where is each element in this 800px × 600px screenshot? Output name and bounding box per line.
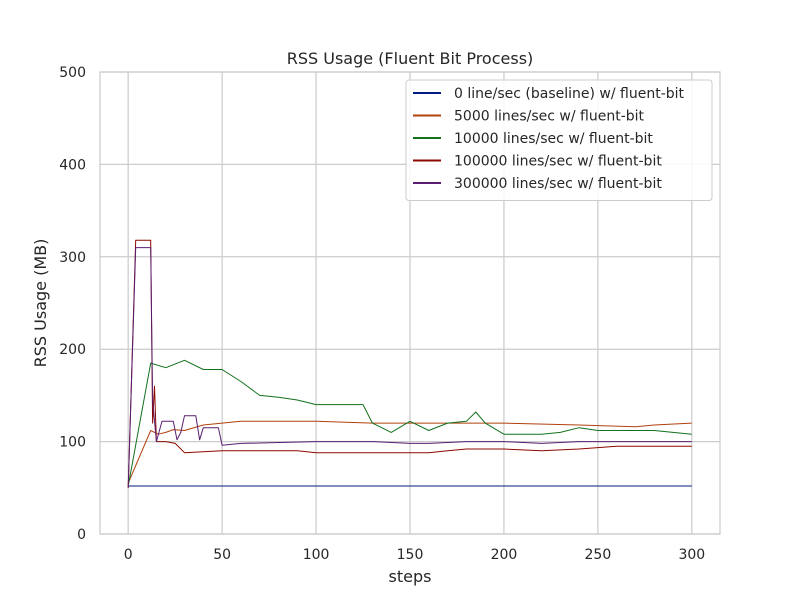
legend-entry: 0 line/sec (baseline) w/ fluent-bit xyxy=(454,86,685,102)
series-line-100000-lines-sec-w-fluent-bit xyxy=(127,239,692,488)
x-tick-label: 150 xyxy=(397,547,424,563)
legend-entry: 300000 lines/sec w/ fluent-bit xyxy=(454,176,662,192)
y-tick-label: 500 xyxy=(59,65,86,81)
chart-title: RSS Usage (Fluent Bit Process) xyxy=(287,49,534,68)
y-axis-ticks: 0 100 200 300 400 500 xyxy=(59,65,86,543)
y-axis-label: RSS Usage (MB) xyxy=(31,239,50,368)
y-tick-label: 300 xyxy=(59,250,86,266)
legend: 0 line/sec (baseline) w/ fluent-bit 5000 … xyxy=(405,79,713,201)
legend-entry: 5000 lines/sec w/ fluent-bit xyxy=(454,109,645,125)
x-tick-label: 100 xyxy=(303,547,330,563)
plot-frame xyxy=(99,71,721,535)
y-tick-label: 100 xyxy=(59,435,86,451)
x-tick-label: 50 xyxy=(213,547,231,563)
series-line-10000-lines-sec-w-fluent-bit xyxy=(127,359,692,487)
series-line-300000-lines-sec-w-fluent-bit xyxy=(127,247,692,488)
x-tick-label: 300 xyxy=(678,547,705,563)
x-tick-label: 250 xyxy=(585,547,612,563)
y-tick-label: 200 xyxy=(59,342,86,358)
x-axis-ticks: 0 50 100 150 200 250 300 xyxy=(124,547,705,563)
y-tick-label: 400 xyxy=(59,157,86,173)
x-tick-label: 0 xyxy=(124,547,133,563)
legend-entry: 100000 lines/sec w/ fluent-bit xyxy=(454,154,662,170)
series-line-5000-lines-sec-w-fluent-bit xyxy=(127,420,692,484)
x-axis-label: steps xyxy=(389,567,432,586)
series-lines xyxy=(127,239,692,488)
legend-entry: 10000 lines/sec w/ fluent-bit xyxy=(454,131,653,147)
x-tick-label: 200 xyxy=(491,547,518,563)
legend-box xyxy=(405,79,713,201)
y-tick-label: 0 xyxy=(77,527,86,543)
